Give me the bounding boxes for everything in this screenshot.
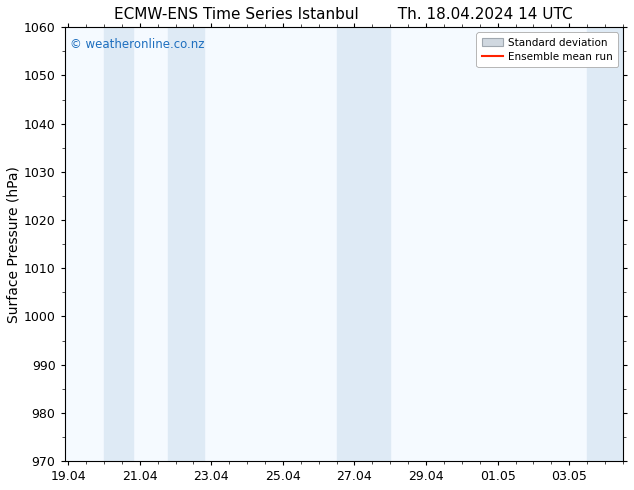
Legend: Standard deviation, Ensemble mean run: Standard deviation, Ensemble mean run: [477, 32, 618, 67]
Title: ECMW-ENS Time Series Istanbul        Th. 18.04.2024 14 UTC: ECMW-ENS Time Series Istanbul Th. 18.04.…: [115, 7, 573, 22]
Text: © weatheronline.co.nz: © weatheronline.co.nz: [70, 38, 205, 51]
Bar: [337, 27, 391, 461]
Y-axis label: Surface Pressure (hPa): Surface Pressure (hPa): [7, 166, 21, 322]
Bar: [587, 27, 623, 461]
Bar: [169, 27, 204, 461]
Bar: [104, 27, 133, 461]
